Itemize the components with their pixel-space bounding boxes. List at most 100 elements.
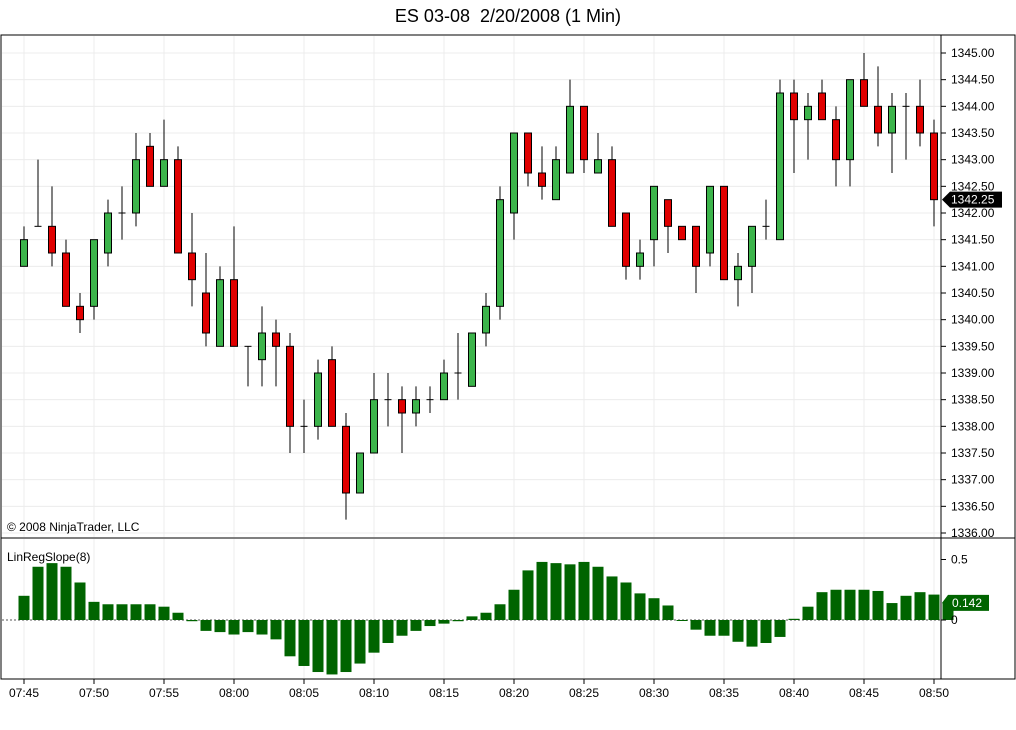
candle-body xyxy=(146,145,154,187)
indicator-bar xyxy=(116,604,128,620)
candle-body xyxy=(62,252,70,307)
candle-body xyxy=(412,399,420,414)
candle xyxy=(202,253,210,347)
candle xyxy=(398,386,406,453)
candle xyxy=(286,333,294,453)
price-tick-label: 1345.00 xyxy=(951,46,995,60)
indicator-bar xyxy=(438,620,450,624)
indicator-bar xyxy=(816,592,828,620)
indicator-bar xyxy=(802,606,814,620)
indicator-bar xyxy=(690,620,702,630)
indicator-bar xyxy=(382,620,394,643)
candle-body xyxy=(692,225,700,267)
candle xyxy=(384,373,392,427)
candle-body xyxy=(580,105,588,161)
candle-body xyxy=(608,159,616,227)
time-tick-label: 07:50 xyxy=(79,686,109,700)
candle xyxy=(566,79,574,174)
candle xyxy=(622,212,630,280)
candle xyxy=(916,79,924,147)
candle xyxy=(860,53,868,107)
candle xyxy=(258,306,266,387)
candle xyxy=(454,333,462,400)
last-indicator-marker: 0.142 xyxy=(942,594,989,611)
indicator-bar xyxy=(466,616,478,620)
candle xyxy=(580,105,588,173)
price-tick-label: 1337.50 xyxy=(951,446,995,460)
candle-body xyxy=(664,199,672,227)
candle-body xyxy=(832,119,840,161)
candle-body xyxy=(930,132,938,201)
indicator-bar xyxy=(760,620,772,643)
indicator-bar xyxy=(830,589,842,620)
candle-body xyxy=(720,185,728,281)
candle-body xyxy=(874,105,882,134)
indicator-bar xyxy=(32,566,44,620)
indicator-bar xyxy=(46,563,58,620)
indicator-bar xyxy=(564,564,576,620)
candle-body xyxy=(48,225,56,254)
candle xyxy=(468,332,476,387)
indicator-bar xyxy=(788,618,800,620)
price-tick-label: 1341.00 xyxy=(951,259,995,273)
candle xyxy=(272,319,280,387)
candle xyxy=(328,346,336,427)
indicator-bar xyxy=(732,620,744,642)
price-tick-label: 1336.50 xyxy=(951,499,995,513)
indicator-bar xyxy=(480,612,492,620)
candle-body xyxy=(846,79,854,161)
indicator-bar xyxy=(270,620,282,640)
candle xyxy=(20,226,28,267)
candle xyxy=(790,79,798,173)
indicator-bar xyxy=(396,620,408,636)
candle-body xyxy=(258,332,266,361)
candle xyxy=(496,186,504,320)
time-tick-label: 08:45 xyxy=(849,686,879,700)
indicator-bar xyxy=(284,620,296,657)
candle-body xyxy=(566,105,574,174)
candle-body xyxy=(468,332,476,387)
indicator-bar xyxy=(914,592,926,620)
candle xyxy=(426,386,434,413)
indicator-bar xyxy=(662,605,674,620)
candle xyxy=(440,359,448,401)
candle xyxy=(314,359,322,440)
indicator-bar xyxy=(872,590,884,620)
indicator-bar xyxy=(214,620,226,633)
indicator-bar xyxy=(130,604,142,620)
time-tick-label: 08:05 xyxy=(289,686,319,700)
candle xyxy=(76,293,84,333)
indicator-name: LinRegSlope(8) xyxy=(7,550,90,564)
indicator-bar xyxy=(424,620,436,627)
candle-body xyxy=(482,305,490,334)
candle-body xyxy=(622,212,630,267)
candle-body xyxy=(748,225,756,267)
candle xyxy=(608,146,616,227)
candle xyxy=(34,159,42,227)
time-tick-label: 08:25 xyxy=(569,686,599,700)
candle xyxy=(48,186,56,267)
indicator-bar xyxy=(242,620,254,633)
candle xyxy=(706,185,714,267)
indicator-bar xyxy=(704,620,716,636)
candle-body xyxy=(398,399,406,414)
price-tick-label: 1336.00 xyxy=(951,526,995,540)
time-tick-label: 08:00 xyxy=(219,686,249,700)
candle-body xyxy=(104,212,112,254)
candle-body xyxy=(860,79,868,107)
candle xyxy=(90,239,98,320)
price-tick-label: 1342.50 xyxy=(951,179,995,193)
last-price-marker: 1342.25 xyxy=(942,191,1002,208)
candle xyxy=(552,146,560,201)
price-tick-label: 1340.50 xyxy=(951,286,995,300)
candle xyxy=(62,239,70,307)
time-tick-label: 08:30 xyxy=(639,686,669,700)
candle xyxy=(678,225,686,241)
indicator-bar xyxy=(60,566,72,620)
axes: 1336.00 1336.50 1337.00 1337.50 1338.00 1338.… xyxy=(9,46,995,700)
time-tick-label: 08:35 xyxy=(709,686,739,700)
copyright-text: © 2008 NinjaTrader, LLC xyxy=(7,520,140,534)
indicator-bar xyxy=(452,620,464,622)
candle xyxy=(692,225,700,293)
indicator-bar xyxy=(312,620,324,673)
